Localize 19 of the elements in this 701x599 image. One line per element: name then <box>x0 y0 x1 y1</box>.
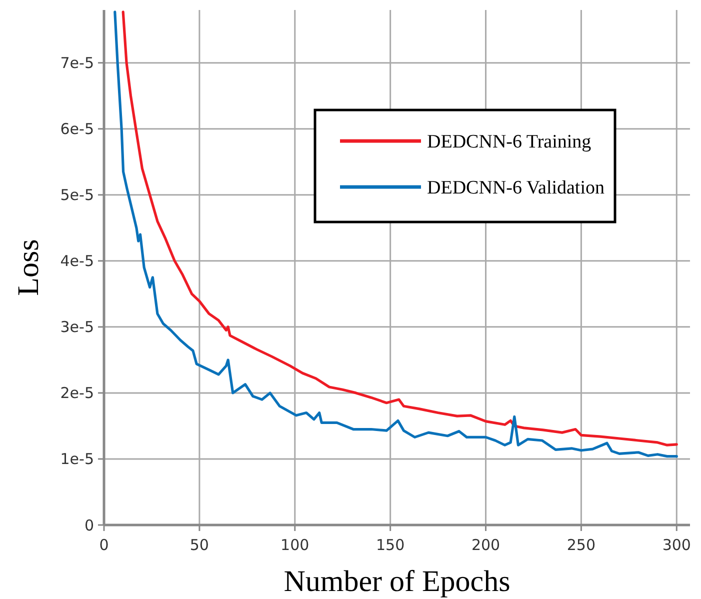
x-tick-label: 200 <box>471 536 500 554</box>
legend-label: DEDCNN-6 Training <box>427 132 592 153</box>
y-tick-label: 6e-5 <box>60 120 94 138</box>
y-tick-label: 5e-5 <box>60 186 94 204</box>
x-axis-title: Number of Epochs <box>284 565 510 598</box>
y-tick-label: 4e-5 <box>60 252 94 270</box>
x-tick-label: 0 <box>99 536 109 554</box>
y-axis-title: Loss <box>12 239 45 296</box>
x-tick-label: 250 <box>566 536 596 554</box>
y-tick-label: 1e-5 <box>60 450 94 468</box>
x-tick-label: 300 <box>662 536 691 554</box>
x-tick-label: 150 <box>376 536 405 554</box>
y-tick-label: 3e-5 <box>60 318 94 336</box>
y-tick-label: 0 <box>84 516 94 534</box>
y-tick-label: 2e-5 <box>60 384 94 402</box>
legend-label: DEDCNN-6 Validation <box>427 178 605 199</box>
x-tick-label: 50 <box>190 536 209 554</box>
x-tick-label: 100 <box>280 536 310 554</box>
y-tick-label: 7e-5 <box>60 54 94 72</box>
